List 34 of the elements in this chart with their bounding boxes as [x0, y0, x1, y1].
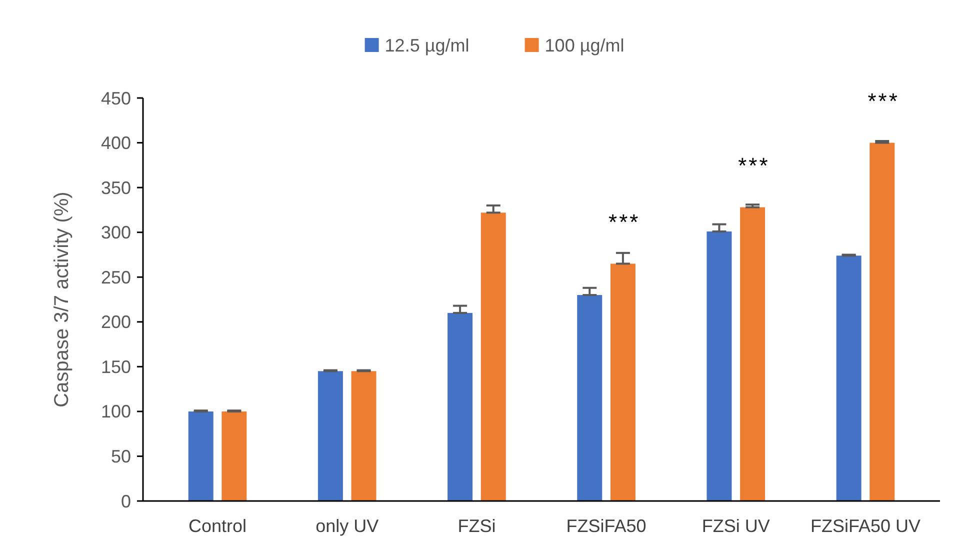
bar [706, 231, 732, 501]
y-tick-label: 300 [100, 222, 131, 243]
y-tick-label: 100 [100, 402, 131, 422]
y-tick-label: 200 [100, 312, 131, 332]
y-tick-label: 350 [100, 178, 131, 198]
bar [480, 212, 506, 501]
y-tick-label: 50 [110, 446, 131, 467]
legend-label: 12.5 µg/ml [384, 35, 470, 56]
y-tick-label: 450 [100, 88, 131, 108]
annotation: *** [608, 209, 640, 234]
bar [610, 264, 636, 501]
y-tick-label: 150 [100, 356, 131, 377]
bar [188, 411, 214, 501]
bar [740, 207, 766, 501]
x-tick-label: only UV [316, 516, 379, 536]
y-tick-label: 400 [100, 133, 131, 154]
x-tick-label: FZSiFA50 [566, 516, 646, 536]
x-tick-label: Control [188, 516, 247, 536]
x-tick-label: FZSi UV [702, 516, 770, 536]
bar [836, 256, 862, 501]
bar [448, 312, 473, 501]
annotation: *** [738, 152, 770, 178]
y-tick-label: 0 [120, 491, 131, 512]
bar [351, 371, 376, 501]
y-tick-label: 250 [100, 267, 131, 288]
bar [222, 411, 247, 501]
legend-label: 100 µg/ml [544, 35, 624, 56]
bar [870, 142, 895, 501]
bar [577, 295, 602, 501]
annotation: *** [868, 88, 900, 114]
bar [318, 371, 343, 501]
x-tick-label: FZSiFA50 UV [810, 516, 920, 536]
x-tick-label: FZSi [458, 516, 496, 536]
y-axis-title: Caspase 3/7 activity (%) [51, 192, 73, 408]
